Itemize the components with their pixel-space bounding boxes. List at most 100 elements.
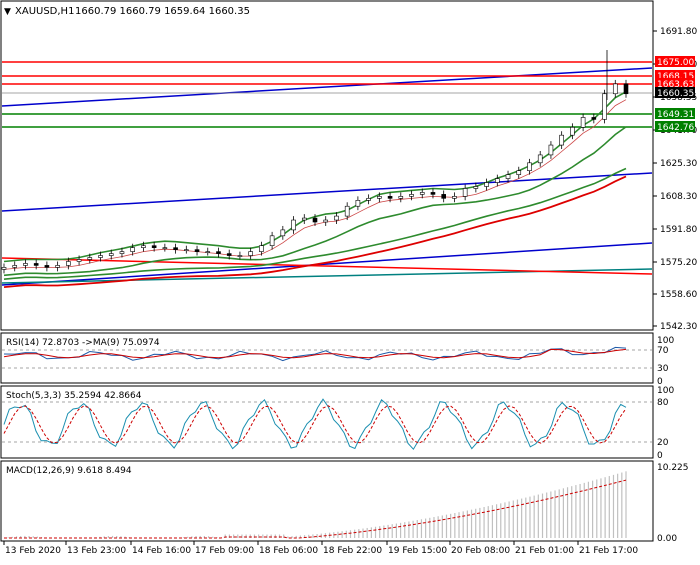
candle-body [462,188,468,197]
price-tick-label: 1608.30 [660,192,697,202]
stoch-panel-frame [0,385,654,459]
candle-body [441,194,446,199]
stoch-d-line [3,405,627,444]
stoch-tick-label: 20 [657,438,669,448]
price-tick-label: 1558.60 [660,290,697,300]
time-tick-label: 21 Feb 01:00 [515,546,574,556]
price-tick-label: 1625.30 [660,159,697,169]
candle-body [355,200,361,207]
candle-body [119,251,125,254]
level-label-box [655,87,695,98]
candle-body [430,192,436,195]
candle-body [548,144,554,156]
candle-body [398,196,404,199]
stoch-tick-label: 80 [657,398,669,408]
candle-body [87,257,93,260]
candle-body [98,255,103,258]
candle-body [344,205,350,217]
candle-body [1,267,7,270]
candle-body [44,265,50,268]
lower-channel-line [1,242,653,286]
candle-body [312,217,318,223]
mid-channel-line [1,172,653,212]
candle-body [409,194,414,197]
time-tick-label: 20 Feb 08:00 [451,546,510,556]
candle-body [12,265,18,268]
candle-body [130,247,135,252]
stoch-k-line [3,398,627,451]
candle-body [623,83,629,95]
candle-body [173,247,178,250]
rsi-tick-label: 0 [657,377,663,387]
candle-body [280,229,286,237]
level-label-box [655,70,695,81]
stoch-tick-label: 100 [657,386,674,396]
candle-body [495,178,500,183]
candle-body [377,196,382,199]
level-label-text: 1649.31 [657,110,694,120]
rsi-tick-label: 70 [657,346,669,356]
time-tick-label: 21 Feb 17:00 [579,546,638,556]
candle-body [162,247,168,249]
red-trend-line [1,257,653,275]
candle-body [505,174,511,179]
candle-body [226,253,232,256]
candle-body [301,217,307,221]
lower-band-line [3,126,627,277]
price-tick-label: 1691.80 [660,27,697,37]
candle-body [559,134,564,146]
candle-body [570,126,575,136]
time-tick-label: 14 Feb 16:00 [132,546,191,556]
candle-body [580,117,586,128]
candle-body [194,249,200,252]
level-label-box [655,121,695,132]
collapse-arrow-icon[interactable]: ▼ [4,7,11,17]
level-label-box [655,108,695,119]
candle-body [334,215,339,221]
level-label-box [655,56,695,67]
candle-body [366,198,371,201]
rsi-title: RSI(14) 72.8703 ->MA(9) 75.0974 [6,338,160,348]
candle-body [259,245,264,252]
time-tick-label: 13 Feb 2020 [5,546,61,556]
ohlc-readout: 1660.79 1660.79 1659.64 1660.35 [75,6,250,17]
candle-body [387,196,393,199]
upper-channel-line [1,67,653,107]
level-label-text: 1663.63 [657,80,694,90]
rsi-ma-line [3,348,627,359]
symbol-label: XAUUSD,H1 [15,6,74,17]
macd-panel-frame [0,460,654,542]
price-tick-label: 1542.30 [660,322,697,332]
candle-body [205,251,211,253]
candle-body [591,117,597,120]
candle-body [141,245,146,248]
candle-body [216,251,221,254]
candle-body [419,192,425,195]
candle-body [612,83,618,95]
candle-body [269,235,275,246]
candle-body [76,259,82,262]
candle-body [108,253,114,256]
macd-signal-line [4,479,627,539]
candle-body [66,261,71,266]
time-tick-label: 19 Feb 15:00 [388,546,447,556]
stoch-title: Stoch(5,3,3) 35.2594 42.8664 [6,391,142,401]
level-label-text: 1675.00 [657,58,694,68]
candle-body [527,162,532,172]
time-tick-label: 18 Feb 22:00 [323,546,382,556]
candle-body [184,249,189,251]
level-label-text: 1660.35 [657,89,694,99]
candle-body [516,170,522,175]
candle-body [452,196,457,199]
candle-body [23,263,28,266]
candle-body [248,251,253,256]
candle-body [291,219,296,231]
candle-body [602,93,607,120]
candle-body [55,265,60,268]
level-label-text: 1642.76 [657,123,694,133]
candle-body [473,186,479,189]
candle-body [537,154,543,164]
stoch-tick-label: 0 [657,451,663,461]
candle-body [237,255,243,257]
